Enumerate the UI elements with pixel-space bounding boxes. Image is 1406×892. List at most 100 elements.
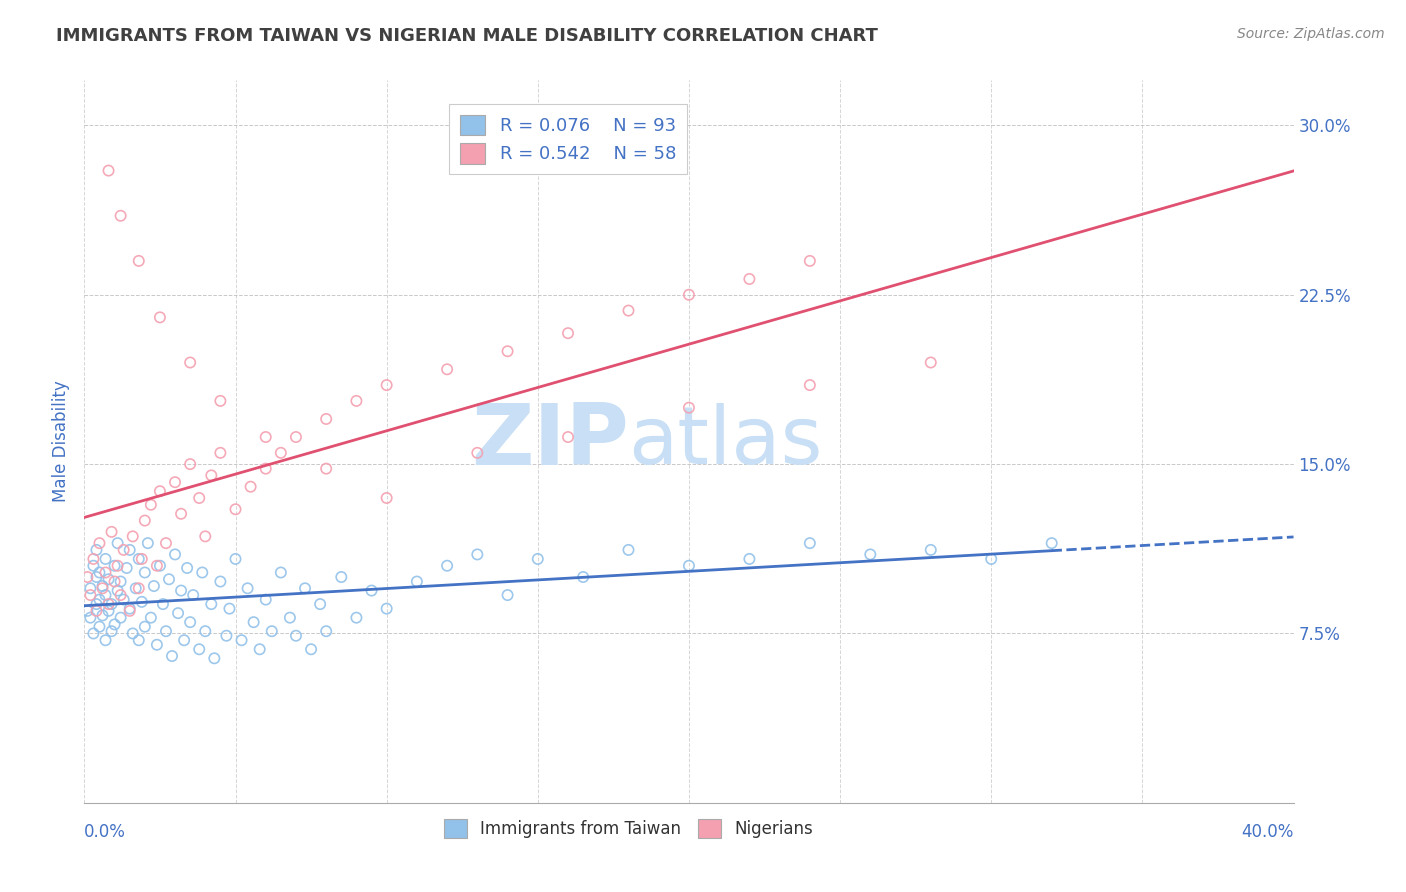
Point [375, 491, 398, 505]
Point [89, 536, 111, 550]
Point [79, 582, 101, 596]
Point [557, 430, 579, 444]
Point [121, 529, 143, 543]
Point [242, 615, 264, 630]
Point [236, 582, 259, 596]
Point [139, 610, 162, 624]
Point [176, 561, 198, 575]
Point [557, 326, 579, 340]
Point [110, 588, 132, 602]
Text: IMMIGRANTS FROM TAIWAN VS NIGERIAN MALE DISABILITY CORRELATION CHART: IMMIGRANTS FROM TAIWAN VS NIGERIAN MALE … [56, 27, 879, 45]
Point [617, 542, 640, 557]
Point [181, 588, 204, 602]
Point [118, 601, 141, 615]
Point [436, 362, 458, 376]
Point [110, 209, 132, 223]
Point [149, 310, 172, 325]
Point [799, 536, 821, 550]
Point [859, 548, 882, 562]
Text: 0.0%: 0.0% [84, 823, 127, 841]
Point [209, 446, 232, 460]
Point [107, 536, 129, 550]
Point [209, 393, 232, 408]
Point [179, 457, 201, 471]
Point [100, 597, 122, 611]
Point [188, 642, 211, 657]
Point [278, 610, 301, 624]
Point [249, 642, 271, 657]
Point [215, 629, 238, 643]
Point [436, 558, 458, 573]
Point [82, 626, 104, 640]
Legend: Immigrants from Taiwan, Nigerians: Immigrants from Taiwan, Nigerians [437, 813, 820, 845]
Point [131, 595, 153, 609]
Point [260, 624, 283, 639]
Text: 40.0%: 40.0% [1241, 823, 1294, 841]
Point [270, 566, 292, 580]
Point [82, 552, 104, 566]
Point [118, 542, 141, 557]
Point [149, 484, 172, 499]
Point [112, 542, 135, 557]
Point [315, 461, 337, 475]
Point [128, 253, 150, 268]
Point [194, 529, 217, 543]
Point [160, 648, 183, 663]
Point [496, 344, 519, 359]
Point [179, 355, 201, 369]
Point [225, 502, 247, 516]
Point [86, 604, 108, 618]
Point [285, 430, 308, 444]
Point [89, 592, 111, 607]
Point [97, 604, 120, 618]
Point [270, 446, 292, 460]
Point [139, 498, 162, 512]
Point [799, 253, 821, 268]
Point [678, 558, 700, 573]
Point [86, 597, 108, 611]
Point [191, 566, 214, 580]
Point [110, 610, 132, 624]
Point [89, 566, 111, 580]
Point [315, 624, 337, 639]
Point [254, 430, 277, 444]
Point [115, 561, 138, 575]
Point [202, 651, 225, 665]
Point [678, 401, 700, 415]
Point [738, 552, 761, 566]
Point [527, 552, 550, 566]
Text: Source: ZipAtlas.com: Source: ZipAtlas.com [1237, 27, 1385, 41]
Point [165, 548, 187, 562]
Point [91, 608, 114, 623]
Point [97, 163, 120, 178]
Point [346, 610, 368, 624]
Point [299, 642, 322, 657]
Point [738, 272, 761, 286]
Point [194, 624, 217, 639]
Point [294, 582, 316, 596]
Point [107, 558, 129, 573]
Point [100, 624, 122, 639]
Point [218, 601, 240, 615]
Point [165, 475, 187, 490]
Point [79, 610, 101, 624]
Point [86, 570, 108, 584]
Point [920, 542, 942, 557]
Point [617, 303, 640, 318]
Point [110, 574, 132, 589]
Point [112, 592, 135, 607]
Point [239, 480, 262, 494]
Point [167, 606, 190, 620]
Point [97, 572, 120, 586]
Point [375, 378, 398, 392]
Point [118, 604, 141, 618]
Point [97, 597, 120, 611]
Point [128, 633, 150, 648]
Point [76, 570, 98, 584]
Point [134, 620, 156, 634]
Point [104, 558, 127, 573]
Point [155, 536, 177, 550]
Point [173, 633, 195, 648]
Point [920, 355, 942, 369]
Point [94, 566, 117, 580]
